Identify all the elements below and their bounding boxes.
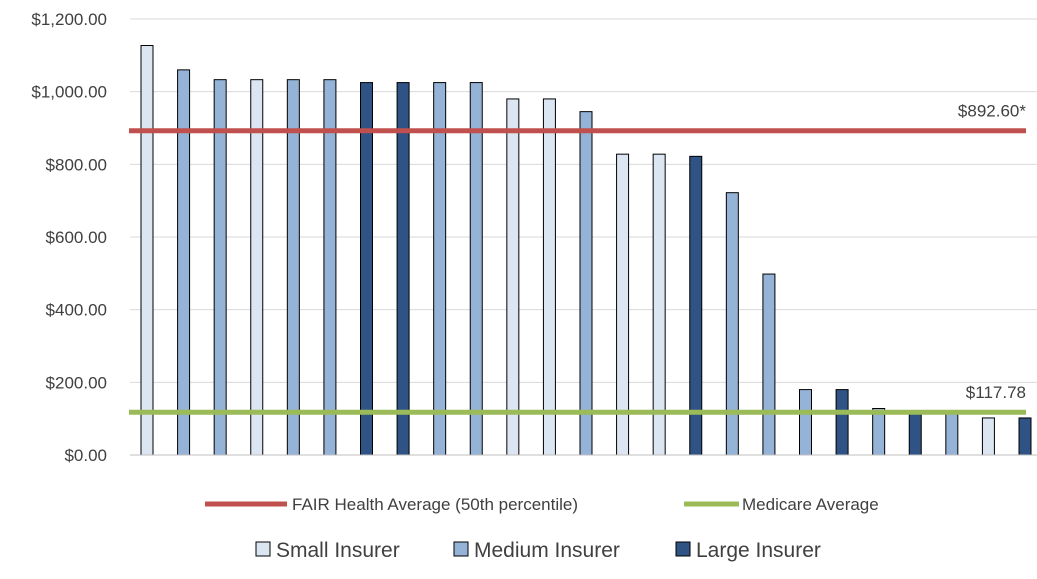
- y-axis-ticks: $0.00 $200.00 $400.00 $600.00 $800.00 $1,000.…: [31, 10, 107, 465]
- bar-medium-insurer: [286, 79, 300, 456]
- bar-small-insurer: [981, 417, 995, 456]
- bar-medium-insurer: [799, 389, 812, 456]
- legend-large-insurer-swatch: [675, 541, 691, 557]
- bar-small-insurer: [506, 98, 520, 456]
- bar-medium-insurer: [872, 407, 886, 456]
- bar-small-insurer: [542, 98, 556, 456]
- fair-health-average-label: $892.60*: [958, 102, 1026, 121]
- bar-large-insurer: [1018, 417, 1032, 456]
- legend-large-insurer-label: Large Insurer: [696, 539, 821, 562]
- bar-medium-insurer: [469, 82, 483, 456]
- bar-medium-insurer: [433, 82, 447, 456]
- bar-medium-insurer: [945, 411, 959, 456]
- y-tick-label: $400.00: [46, 301, 107, 320]
- legend: FAIR Health Average (50th percentile) Med…: [205, 495, 879, 562]
- legend-medium-insurer-swatch: [453, 541, 469, 557]
- y-tick-label: $0.00: [64, 446, 107, 465]
- bar-large-insurer: [908, 410, 922, 456]
- bar-medium-insurer: [579, 111, 593, 456]
- y-tick-label: $200.00: [46, 373, 107, 392]
- bar-medium-insurer: [762, 273, 776, 456]
- y-tick-label: $1,200.00: [31, 10, 107, 29]
- medicare-average-label: $117.78: [966, 383, 1026, 402]
- legend-medium-insurer-label: Medium Insurer: [474, 539, 620, 562]
- bar-large-insurer: [835, 389, 849, 456]
- bar-large-insurer: [396, 82, 410, 456]
- bar-large-insurer: [360, 82, 373, 456]
- legend-small-insurer-label: Small Insurer: [276, 539, 400, 562]
- y-tick-label: $1,000.00: [31, 83, 107, 102]
- legend-small-insurer-swatch: [255, 541, 271, 557]
- y-tick-label: $600.00: [46, 228, 107, 247]
- legend-fair-health-label: FAIR Health Average (50th percentile): [292, 495, 578, 514]
- bars: [140, 45, 1032, 456]
- bar-medium-insurer: [177, 69, 191, 456]
- y-tick-label: $800.00: [46, 155, 107, 174]
- legend-medicare-label: Medicare Average: [742, 495, 879, 514]
- bar-medium-insurer: [725, 192, 739, 456]
- reference-lines: $892.60* $117.78: [129, 102, 1026, 415]
- bar-small-insurer: [250, 79, 264, 456]
- bar-medium-insurer: [213, 79, 227, 456]
- bar-medium-insurer: [323, 79, 337, 456]
- bar-small-insurer: [140, 45, 154, 456]
